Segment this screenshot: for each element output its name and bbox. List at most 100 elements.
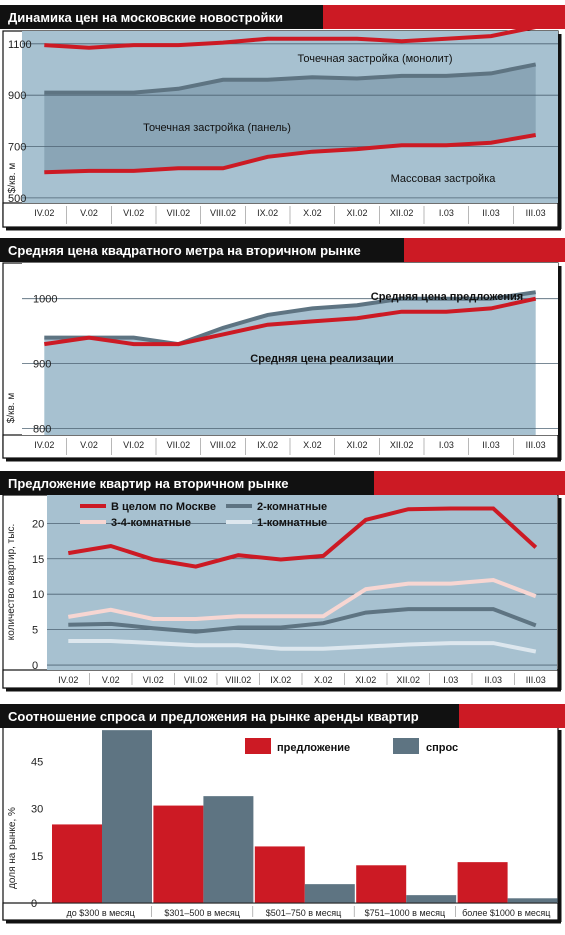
series-line-offer [44,290,536,347]
bar-supply [254,846,305,903]
legend-label: спрос [426,742,458,754]
x-tick-label: V.02 [80,440,98,450]
x-tick-label: XII.02 [390,440,414,450]
y-axis-label: количество квартир, тыс. [6,524,17,640]
y-tick-label: 1000 [33,294,57,306]
x-tick-label: VIII.02 [210,440,236,450]
legend-label: предложение [277,742,350,754]
legend-swatch [393,738,419,754]
y-tick-label: 0 [31,898,37,910]
legend-label: В целом по Москве [111,501,216,513]
x-tick-label: $751–1000 в месяц [365,908,446,918]
x-tick-label: XI.02 [355,675,376,685]
x-tick-label: VI.02 [123,208,144,218]
x-tick-label: III.03 [526,208,546,218]
bar-supply [52,824,102,903]
x-tick-label: XI.02 [346,208,367,218]
x-tick-label: I.03 [439,208,454,218]
x-tick-label: X.02 [303,208,322,218]
x-tick-label: VI.02 [143,675,164,685]
bar-demand [406,895,457,903]
chart-title: Предложение квартир на вторичном рынке [8,476,288,491]
y-tick-label: 10 [32,589,44,601]
y-tick-label: 20 [32,518,44,530]
x-tick-label: XII.02 [390,208,414,218]
x-tick-label: IX.02 [270,675,291,685]
header-black-bar [0,238,404,262]
y-tick-label: 5 [32,625,38,637]
chart-title: Динамика цен на московские новостройки [8,10,283,25]
y-tick-label: 45 [31,757,43,769]
header-black-bar [0,704,459,728]
x-tick-label: VI.02 [123,440,144,450]
x-tick-label: $501–750 в месяц [266,908,342,918]
bar-demand [304,884,355,903]
bar-demand [507,898,558,903]
x-tick-label: VII.02 [184,675,208,685]
bar-supply [153,805,204,903]
y-tick-label: 700 [8,142,26,154]
x-tick-label: X.02 [314,675,333,685]
y-axis-label: доля на рынке, % [7,807,18,889]
y-tick-label: 30 [31,804,43,816]
y-tick-label: 900 [33,359,51,371]
header-black-bar [0,5,323,29]
x-tick-label: XI.02 [346,440,367,450]
x-tick-label: X.02 [303,440,322,450]
series-line-sale [44,296,537,347]
x-tick-label: IV.02 [58,675,78,685]
header-black-bar [0,471,374,495]
x-tick-label: более $1000 в месяц [462,908,550,918]
series-line-mass [44,133,537,175]
y-axis-label: $/кв. м [6,393,17,424]
x-tick-label: до $300 в месяц [67,908,135,918]
y-tick-label: 500 [8,193,26,205]
y-tick-label: 0 [32,660,38,672]
x-tick-label: II.03 [482,208,500,218]
y-tick-label: 900 [8,90,26,102]
series-label: Средняя цена реализации [250,353,393,365]
y-tick-label: 15 [32,554,44,566]
legend-label: 2-комнатные [257,501,327,513]
x-tick-label: IV.02 [34,208,54,218]
legend-label: 1-комнатные [257,517,327,529]
x-tick-label: VIII.02 [210,208,236,218]
series-line-total [67,506,538,569]
series-line-3-4room [67,577,537,621]
x-tick-label: III.03 [526,675,546,685]
x-tick-label: IV.02 [34,440,54,450]
series-label: Точечная застройка (монолит) [297,53,452,65]
x-tick-label: IX.02 [257,440,278,450]
series-label: Массовая застройка [391,173,497,185]
x-tick-label: XII.02 [396,675,420,685]
x-tick-label: II.03 [482,440,500,450]
x-tick-label: I.03 [439,440,454,450]
legend-label: 3-4-комнатные [111,517,191,529]
x-tick-label: VII.02 [167,440,191,450]
x-tick-label: V.02 [80,208,98,218]
x-tick-label: IX.02 [257,208,278,218]
x-tick-label: V.02 [102,675,120,685]
x-tick-label: III.03 [526,440,546,450]
bar-supply [457,862,508,903]
bar-demand [102,730,152,903]
series-line-2room [68,607,537,634]
bar-demand [203,796,254,903]
x-tick-label: VII.02 [167,208,191,218]
bar-supply [356,865,407,903]
y-axis-label: $/кв. м [7,163,18,194]
series-line-monolith [44,25,537,50]
y-tick-label: 15 [31,851,43,863]
x-tick-label: VIII.02 [225,675,251,685]
y-tick-label: 1100 [8,39,32,51]
series-label: Точечная застройка (панель) [143,122,291,134]
x-tick-label: I.03 [443,675,458,685]
legend-swatch [245,738,271,754]
chart-title: Соотношение спроса и предложения на рынк… [8,709,419,724]
x-tick-label: II.03 [484,675,502,685]
y-tick-label: 800 [33,424,51,436]
series-line-1room [68,639,537,654]
series-line-panel [44,62,537,95]
